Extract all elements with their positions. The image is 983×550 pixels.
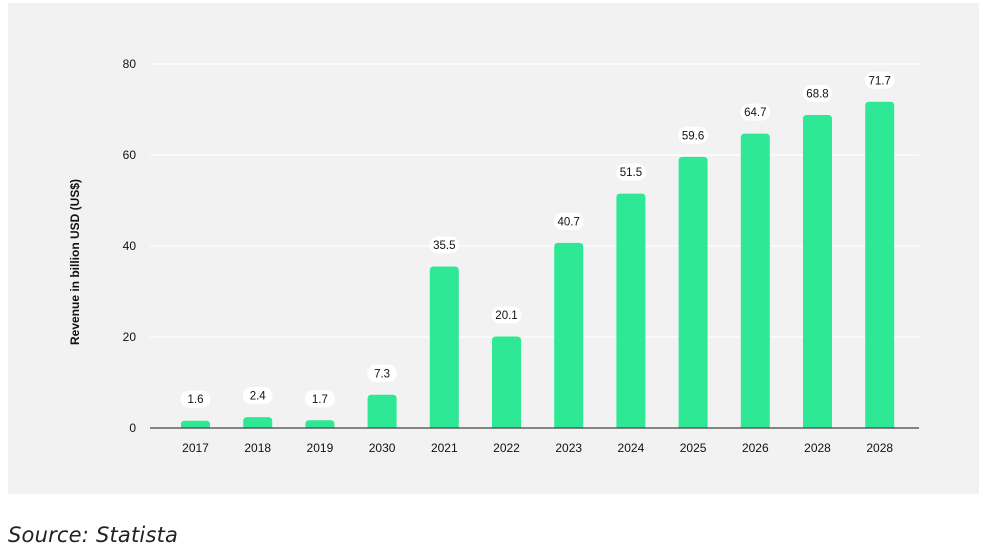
bar <box>430 266 459 428</box>
data-label: 1.6 <box>188 394 204 406</box>
x-tick-label: 2028 <box>866 441 893 455</box>
x-tick-label: 2017 <box>182 441 209 455</box>
bar <box>554 243 583 428</box>
data-label: 71.7 <box>869 75 891 87</box>
bar <box>492 337 521 428</box>
data-label: 35.5 <box>433 240 455 252</box>
data-label: 20.1 <box>495 310 517 322</box>
data-label: 2.4 <box>250 391 267 403</box>
data-label: 64.7 <box>744 107 766 119</box>
bar <box>181 421 210 428</box>
bar <box>679 157 708 428</box>
x-tick-label: 2018 <box>244 441 271 455</box>
y-axis-label: Revenue in billion USD (US$) <box>68 179 82 345</box>
y-tick-label: 40 <box>123 239 137 253</box>
bar <box>741 134 770 428</box>
data-label: 1.7 <box>312 394 328 406</box>
x-tick-label: 2028 <box>804 441 831 455</box>
bar <box>243 417 272 428</box>
y-tick-label: 20 <box>123 330 137 344</box>
x-tick-label: 2022 <box>493 441 520 455</box>
x-tick-label: 2023 <box>555 441 582 455</box>
y-tick-label: 60 <box>123 148 137 162</box>
data-label: 68.8 <box>806 88 828 100</box>
source-caption: Source: Statista <box>8 523 178 547</box>
bar <box>368 395 397 428</box>
bar <box>803 115 832 428</box>
data-label: 51.5 <box>620 167 642 179</box>
x-tick-label: 2024 <box>618 441 645 455</box>
x-tick-label: 2026 <box>742 441 769 455</box>
bar <box>305 420 334 428</box>
data-label: 40.7 <box>558 216 580 228</box>
y-tick-label: 0 <box>129 421 136 435</box>
bar <box>865 102 894 428</box>
x-tick-label: 2021 <box>431 441 458 455</box>
x-tick-label: 2030 <box>369 441 396 455</box>
y-tick-label: 80 <box>123 57 137 71</box>
revenue-bar-chart: 0 20 40 60 80 1.6 2017 2.4 2018 1.7 2019 7.3 2030 35.… <box>8 3 979 494</box>
data-label: 7.3 <box>374 368 390 380</box>
data-label: 59.6 <box>682 130 704 142</box>
bar <box>616 194 645 428</box>
x-tick-label: 2025 <box>680 441 707 455</box>
chart-panel: 0 20 40 60 80 1.6 2017 2.4 2018 1.7 2019 7.3 2030 35.… <box>8 3 979 494</box>
x-tick-label: 2019 <box>307 441 334 455</box>
